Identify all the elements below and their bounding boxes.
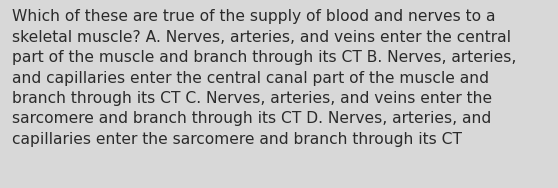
Text: Which of these are true of the supply of blood and nerves to a
skeletal muscle? : Which of these are true of the supply of… [12,9,517,147]
